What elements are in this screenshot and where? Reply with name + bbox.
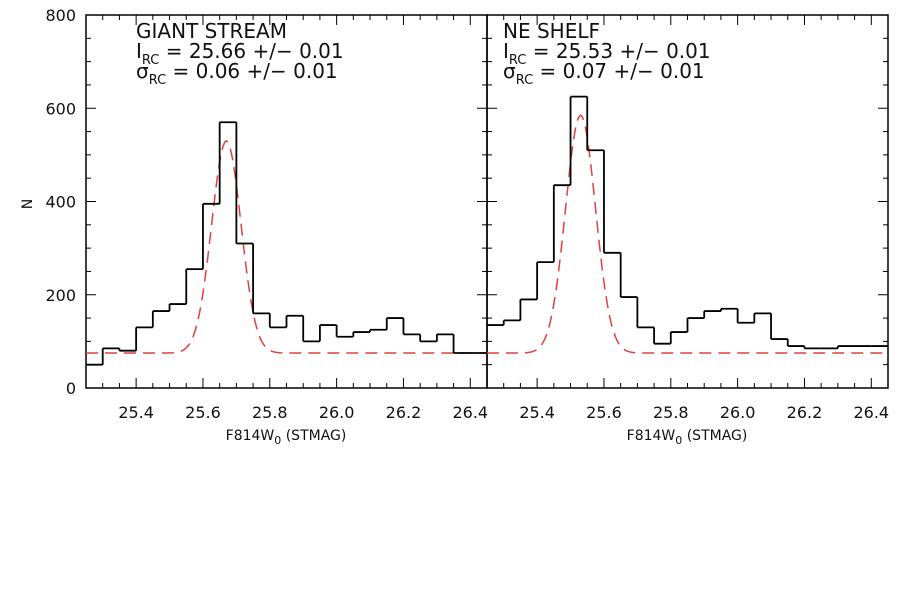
x-tick-label: 26.4 [853,403,889,422]
x-tick-label: 26.2 [787,403,823,422]
histogram-bin [452,334,471,354]
y-tick-label: 800 [45,6,76,25]
histogram-bin [235,122,254,245]
y-axis-title: N [20,199,36,209]
x-tick-label: 25.4 [118,403,154,422]
histogram-bin [636,297,655,329]
histogram-bin [836,345,855,349]
x-tick-label: 26.2 [386,403,422,422]
tick-labels: 25.4 25.6 25.8 26.0 26.2 26.4 [519,403,889,422]
histogram-bin [218,121,237,204]
histogram-bin [586,96,604,152]
x-axis-title: F814W0 (STMAG) [226,428,347,447]
x-tick-label: 25.6 [185,403,221,422]
histogram-bin [202,202,220,270]
gaussian-fit [86,139,487,354]
x-tick-label: 25.4 [519,403,555,422]
histogram-bin [151,310,170,328]
histogram-bin [786,339,805,347]
fit-line-2: σRC = 0.07 +/− 0.01 [503,59,705,88]
y-tick-label: 400 [45,193,76,212]
fit-curve [487,114,888,354]
panel-title: GIANT STREAM [136,19,287,43]
histogram-bin [402,318,421,336]
histogram-bin [736,308,755,324]
histogram-bin [101,347,120,365]
histogram-bin [135,326,153,351]
histogram-bin [619,252,638,298]
histogram-bin [502,319,521,326]
axis-ticks [86,15,488,388]
histogram [86,121,487,366]
x-tick-label: 25.8 [252,403,288,422]
histogram [487,95,888,350]
gaussian-fit [487,114,888,354]
x-tick-label: 25.8 [653,403,689,422]
axis-ticks [487,15,889,388]
histogram-bin [803,346,822,350]
histogram-bin [285,314,304,328]
histogram-bin [536,261,554,300]
histogram-bin [770,313,788,340]
x-tick-label: 26.0 [319,403,355,422]
x-tick-label: 25.6 [586,403,622,422]
histogram-bin [302,315,320,343]
histogram-bin [319,324,337,342]
panel-ne-shelf: 25.4 25.6 25.8 26.0 26.2 26.4 NE SHELF IRC = … [486,14,889,447]
tick-labels: 25.4 25.6 25.8 26.0 26.2 26.4 0 200 400 600 800 [45,6,488,422]
histogram-bin [352,331,371,337]
fit-line-1: IRC = 25.53 +/− 0.01 [503,39,711,68]
x-tick-label: 26.0 [720,403,756,422]
panel-giant-stream: 25.4 25.6 25.8 26.0 26.2 26.4 0 200 400 600 800 GI… [20,6,488,447]
histogram-bin [720,307,738,312]
fit-curve [86,139,487,354]
histogram-bin [335,325,354,338]
histogram-bin [252,243,270,315]
histogram-bin [753,312,772,323]
histogram-bin [669,331,688,344]
histogram-bin [552,184,571,263]
histogram-bin [653,327,671,345]
y-tick-label: 600 [45,99,76,118]
histogram-bin [703,310,721,319]
histogram-bin [686,317,705,333]
histogram-bin [369,328,387,333]
fit-line-2: σRC = 0.06 +/− 0.01 [136,59,338,88]
histogram-bin [569,95,588,186]
panel-title: NE SHELF [503,19,600,43]
histogram-bin [268,313,287,329]
x-axis-title: F814W0 (STMAG) [627,428,748,447]
histogram-bin [118,348,137,352]
y-tick-label: 200 [45,286,76,305]
histogram-bin [419,334,437,343]
fit-line-1: IRC = 25.66 +/− 0.01 [136,39,344,68]
y-tick-label: 0 [66,379,76,398]
histogram-bin [168,303,187,312]
histogram-bin [385,317,404,330]
histogram-bin [435,333,454,342]
x-tick-label: 26.4 [452,403,488,422]
histogram-bin [185,268,203,305]
histogram-bin [603,150,621,254]
histogram-bin [519,298,538,321]
